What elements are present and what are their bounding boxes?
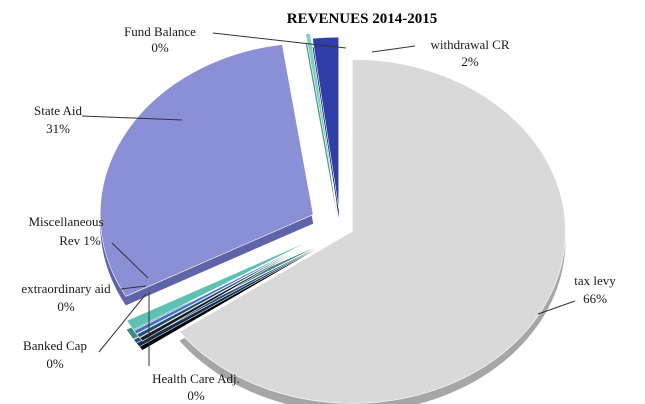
leader-extraordinary-aid [120,285,147,290]
slice-withdrawal-cr [312,36,340,210]
slice-state-aid [99,44,314,297]
chart-title: REVENUES 2014-2015 [287,11,437,27]
leader-state-aid [81,115,183,121]
value-fund-balance: 0% [151,40,169,55]
data-labels: Fund Balance 0% withdrawal CR 2% State A… [21,24,616,403]
slice-extraordinary-aid [133,239,315,335]
value-withdrawal-cr: 2% [461,54,479,69]
label-banked-cap: Banked Cap [23,338,87,353]
label-withdrawal-cr: withdrawal CR [430,37,509,52]
value-state-aid: 31% [46,121,70,136]
label-fund-balance: Fund Balance [124,24,196,39]
value-misc-rev: Rev 1% [59,233,101,248]
label-tax-levy: tax levy [574,273,616,288]
label-state-aid: State Aid [34,103,83,118]
leader-fund-balance [212,32,347,49]
label-extraordinary-aid: extraordinary aid [21,281,111,296]
slice-tax-levy [178,59,566,404]
slice-depth-1 [139,249,316,350]
slice-health-care-adj [139,240,316,342]
slice-depth-2 [136,249,316,347]
leader-tax-levy [537,300,576,315]
slice-banked-cap [136,239,316,338]
slice-fund-balance [305,33,337,205]
leader-withdrawal-cr [371,45,416,53]
slice-depth-6 [305,42,337,214]
label-health-care: Health Care Adj. [152,371,240,386]
value-health-care: 0% [187,388,205,403]
leader-misc-rev [111,242,149,279]
slice-miscellaneous-rev [126,238,315,331]
value-tax-levy: 66% [583,291,607,306]
pie-slices [99,33,566,404]
value-extraordinary-aid: 0% [57,299,75,314]
label-misc-rev: Miscellaneous [28,214,103,229]
leader-banked-cap [98,293,147,353]
leader-lines [81,32,576,366]
value-banked-cap: 0% [46,356,64,371]
